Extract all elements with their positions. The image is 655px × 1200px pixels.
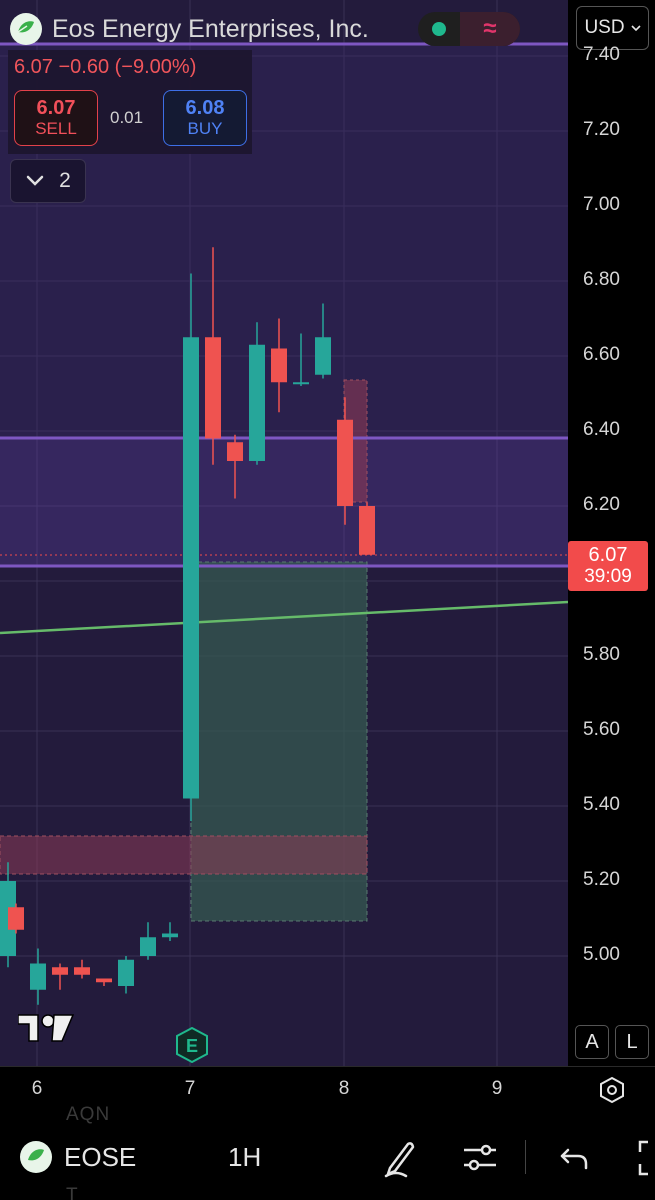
price-tick-label: 5.00	[583, 944, 620, 965]
indicator-count: 2	[59, 169, 71, 192]
market-open-indicator	[418, 12, 460, 46]
buy-button[interactable]: 6.08 BUY	[163, 90, 247, 146]
time-axis[interactable]	[0, 1066, 568, 1113]
candle-body[interactable]	[118, 959, 134, 986]
range-zone	[0, 437, 568, 567]
time-tick-label: 7	[184, 1078, 196, 1099]
chart-settings-button[interactable]	[598, 1076, 626, 1109]
candle-body[interactable]	[205, 337, 221, 439]
fullscreen-button[interactable]	[634, 1138, 655, 1183]
sliders-icon	[464, 1144, 496, 1171]
undo-button[interactable]	[558, 1138, 590, 1183]
indicators-toggle-button[interactable]: 2	[10, 159, 86, 203]
indicators-button[interactable]	[460, 1138, 500, 1183]
sell-price: 6.07	[36, 97, 76, 119]
price-tick-label: 6.40	[583, 419, 620, 440]
pen-icon	[384, 1142, 415, 1178]
log-scale-button[interactable]: L	[615, 1025, 649, 1059]
candle-body[interactable]	[359, 506, 375, 555]
wave-icon: ≈	[460, 12, 520, 46]
price-tick-label: 7.20	[583, 119, 620, 140]
tradingview-logo[interactable]	[17, 1013, 75, 1048]
buy-price: 6.08	[185, 97, 225, 119]
company-logo	[10, 13, 42, 45]
green-dot-icon	[432, 22, 446, 36]
interval-selector[interactable]: 1H	[228, 1142, 262, 1172]
market-status-pill[interactable]: ≈	[418, 12, 520, 46]
symbol-ticker[interactable]: EOSE	[64, 1142, 137, 1172]
price-tick-label: 5.80	[583, 644, 620, 665]
price-change: 6.07 −0.60 (−9.00%)	[14, 56, 197, 78]
bar-countdown: 39:09	[584, 566, 632, 587]
company-name[interactable]: Eos Energy Enterprises, Inc.	[52, 14, 369, 43]
price-tick-label: 7.40	[583, 44, 620, 65]
drawing-tools-button[interactable]	[382, 1138, 418, 1183]
axis-corner	[568, 1066, 655, 1113]
candle-body[interactable]	[52, 967, 68, 975]
candle-body[interactable]	[315, 337, 331, 375]
candlestick-chart[interactable]	[0, 0, 568, 1066]
candle-body[interactable]	[140, 937, 156, 956]
candle-body[interactable]	[8, 907, 24, 930]
chevron-down-icon	[630, 25, 641, 32]
currency-selector[interactable]: USD	[576, 6, 649, 50]
price-tick-label: 7.00	[583, 194, 620, 215]
fullscreen-icon	[638, 1140, 648, 1176]
price-tick-label: 5.40	[583, 794, 620, 815]
candle-body[interactable]	[30, 963, 46, 990]
symbol-header[interactable]: Eos Energy Enterprises, Inc.	[10, 8, 369, 50]
toolbar-divider	[525, 1140, 526, 1174]
watchlist-ghost-text-2: T	[66, 1185, 78, 1200]
chevron-down-icon	[26, 175, 44, 186]
time-tick-label: 9	[491, 1078, 503, 1099]
candle-body[interactable]	[271, 348, 287, 383]
sell-button[interactable]: 6.07 SELL	[14, 90, 98, 146]
trend-line[interactable]	[0, 600, 568, 635]
settings-hexagon-icon	[600, 1076, 624, 1104]
sell-label: SELL	[35, 119, 77, 138]
price-tick-label: 5.20	[583, 869, 620, 890]
price-axis[interactable]	[568, 0, 655, 1066]
undo-icon	[560, 1148, 588, 1170]
candle-body[interactable]	[293, 382, 309, 385]
bottom-toolbar	[0, 1113, 655, 1200]
candle-body[interactable]	[249, 344, 265, 461]
time-tick-label: 6	[31, 1078, 43, 1099]
candle-body[interactable]	[74, 967, 90, 975]
price-tick-label: 5.60	[583, 719, 620, 740]
buy-label: BUY	[187, 119, 223, 138]
time-tick-label: 8	[338, 1078, 350, 1099]
currency-label: USD	[584, 17, 625, 38]
candle-body[interactable]	[337, 419, 353, 506]
last-price-label: 6.07 39:09	[568, 541, 648, 591]
chart-area[interactable]: Eos Energy Enterprises, Inc. ≈ 6.07 −0.6…	[0, 0, 568, 1066]
quote-panel: 6.07 −0.60 (−9.00%) 6.07 SELL 0.01 6.08 …	[8, 50, 252, 154]
symbol-logo[interactable]	[20, 1141, 52, 1173]
watchlist-ghost-text: AQN	[66, 1104, 111, 1125]
auto-scale-button[interactable]: A	[575, 1025, 609, 1059]
spread: 0.01	[110, 108, 144, 127]
candle-body[interactable]	[96, 978, 112, 983]
earnings-label: E	[186, 1036, 198, 1056]
price-tick-label: 6.20	[583, 494, 620, 515]
earnings-event-badge[interactable]: E	[175, 1026, 209, 1066]
last-price-value: 6.07	[588, 544, 628, 566]
price-tick-label: 6.80	[583, 269, 620, 290]
price-tick-label: 6.60	[583, 344, 620, 365]
candle-body[interactable]	[183, 337, 199, 799]
supply-zone	[0, 835, 368, 875]
candle-body[interactable]	[162, 933, 178, 938]
candle-body[interactable]	[227, 442, 243, 461]
